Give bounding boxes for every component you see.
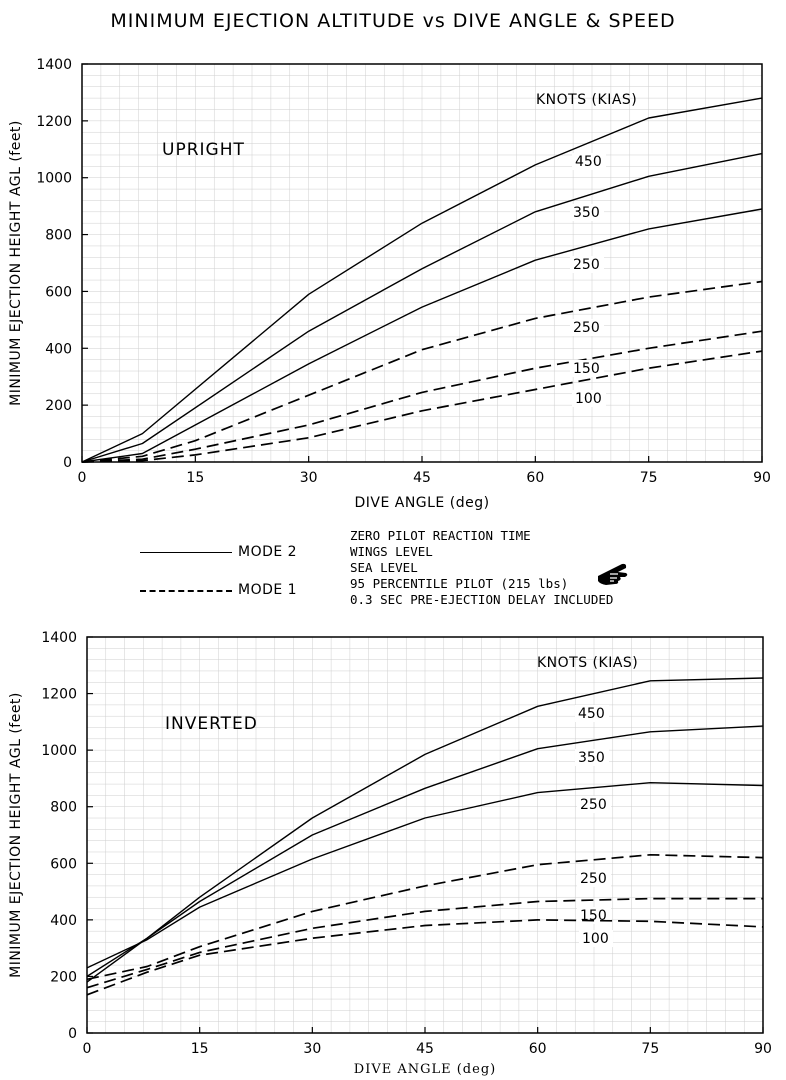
grid (81, 63, 763, 463)
series-label-bg (572, 390, 606, 407)
note-line: WINGS LEVEL (350, 544, 433, 559)
grid (86, 636, 764, 1034)
series-label-bg (575, 705, 609, 722)
y-tick-label: 1000 (36, 171, 72, 187)
series-header: KNOTS (KIAS) (537, 655, 638, 671)
y-tick-label: 1200 (41, 687, 77, 703)
x-tick-label: 90 (754, 1041, 772, 1057)
series-label: 150 (580, 908, 607, 924)
series-line-250-mode1 (81, 280, 763, 463)
series-label-bg (570, 256, 604, 273)
series-line-350-mode2 (81, 152, 763, 463)
x-axis-label: DIVE ANGLE (deg) (354, 1062, 496, 1077)
series-line-250-mode2 (81, 208, 763, 463)
panel-label: UPRIGHT (162, 140, 245, 160)
y-tick-label: 1000 (41, 743, 77, 759)
y-tick-label: 0 (63, 455, 72, 471)
y-tick-label: 200 (50, 969, 77, 985)
x-tick-label: 0 (78, 470, 87, 486)
series-label: 100 (582, 931, 609, 947)
note-line: SEA LEVEL (350, 560, 418, 575)
note-line: 0.3 SEC PRE-EJECTION DELAY INCLUDED (350, 592, 614, 607)
y-tick-label: 0 (68, 1026, 77, 1042)
series-label: 250 (573, 257, 600, 273)
legend-mode2-label: MODE 2 (238, 544, 298, 560)
series-label-bg (577, 870, 611, 887)
x-tick-label: 60 (526, 470, 544, 486)
series-label: 450 (578, 706, 605, 722)
series-line-450-mode2 (81, 97, 763, 463)
x-tick-label: 15 (191, 1041, 209, 1057)
pointing-hand-icon (598, 563, 628, 585)
y-tick-label: 400 (50, 913, 77, 929)
series-label: 250 (580, 871, 607, 887)
series-label-bg (575, 749, 609, 766)
series-line-100-mode1 (86, 919, 764, 996)
y-tick-label: 1400 (36, 57, 72, 73)
series-label-bg (577, 796, 611, 813)
y-tick-label: 800 (45, 228, 72, 244)
series-label: 250 (580, 797, 607, 813)
y-tick-label: 1200 (36, 114, 72, 130)
series-line-350-mode2 (86, 725, 764, 977)
x-tick-label: 45 (413, 470, 431, 486)
legend: MODE 2 MODE 1 ZERO PILOT REACTION TIME WI… (0, 528, 786, 618)
series-label: 150 (573, 361, 600, 377)
series-label: 350 (578, 750, 605, 766)
x-tick-label: 75 (640, 470, 658, 486)
series-header: KNOTS (KIAS) (536, 92, 637, 108)
x-tick-label: 30 (303, 1041, 321, 1057)
legend-mode1-label: MODE 1 (238, 582, 298, 598)
series-label: 250 (573, 320, 600, 336)
note-line: ZERO PILOT REACTION TIME (350, 528, 531, 543)
y-tick-label: 1400 (41, 630, 77, 646)
series-line-250-mode2 (86, 782, 764, 969)
x-axis-label: DIVE ANGLE (deg) (354, 495, 489, 511)
legend-mode2-line (140, 552, 232, 553)
series-label-bg (579, 930, 613, 947)
series-label-bg (570, 360, 604, 377)
series-label: 450 (575, 154, 602, 170)
inverted-chart: 0 15 30 45 60 75 90 0 200 400 600 800 1000 1200 1400 DI… (8, 630, 772, 1077)
x-tick-label: 90 (753, 470, 771, 486)
y-axis-label: MINIMUM EJECTION HEIGHT AGL (feet) (8, 692, 24, 978)
y-tick-label: 800 (50, 800, 77, 816)
panel-label: INVERTED (165, 714, 258, 734)
x-tick-label: 60 (529, 1041, 547, 1057)
y-axis-label: MINIMUM EJECTION HEIGHT AGL (feet) (8, 120, 24, 406)
note-line: 95 PERCENTILE PILOT (215 lbs) (350, 576, 569, 591)
series-label: 100 (575, 391, 602, 407)
y-tick-label: 400 (45, 341, 72, 357)
x-tick-label: 0 (83, 1041, 92, 1057)
series-line-150-mode1 (81, 330, 763, 463)
series-line-250-mode1 (86, 853, 764, 981)
x-tick-label: 30 (300, 470, 318, 486)
page-title: MINIMUM EJECTION ALTITUDE vs DIVE ANGLE … (110, 10, 676, 32)
y-tick-label: 200 (45, 398, 72, 414)
legend-mode1-line (140, 590, 232, 592)
series-label-bg (570, 204, 604, 221)
x-tick-label: 15 (186, 470, 204, 486)
series-label: 350 (573, 205, 600, 221)
x-tick-label: 45 (416, 1041, 434, 1057)
x-tick-label: 75 (641, 1041, 659, 1057)
series-label-bg (572, 153, 606, 170)
y-tick-label: 600 (45, 284, 72, 300)
y-tick-label: 600 (50, 856, 77, 872)
series-label-bg (570, 319, 604, 336)
test-conditions-notes: ZERO PILOT REACTION TIME WINGS LEVEL SEA L… (350, 528, 613, 608)
upright-chart: 0 15 30 45 60 75 90 0 200 400 600 800 1000 1200 1400 DI… (8, 57, 771, 511)
series-line-150-mode1 (86, 897, 763, 989)
